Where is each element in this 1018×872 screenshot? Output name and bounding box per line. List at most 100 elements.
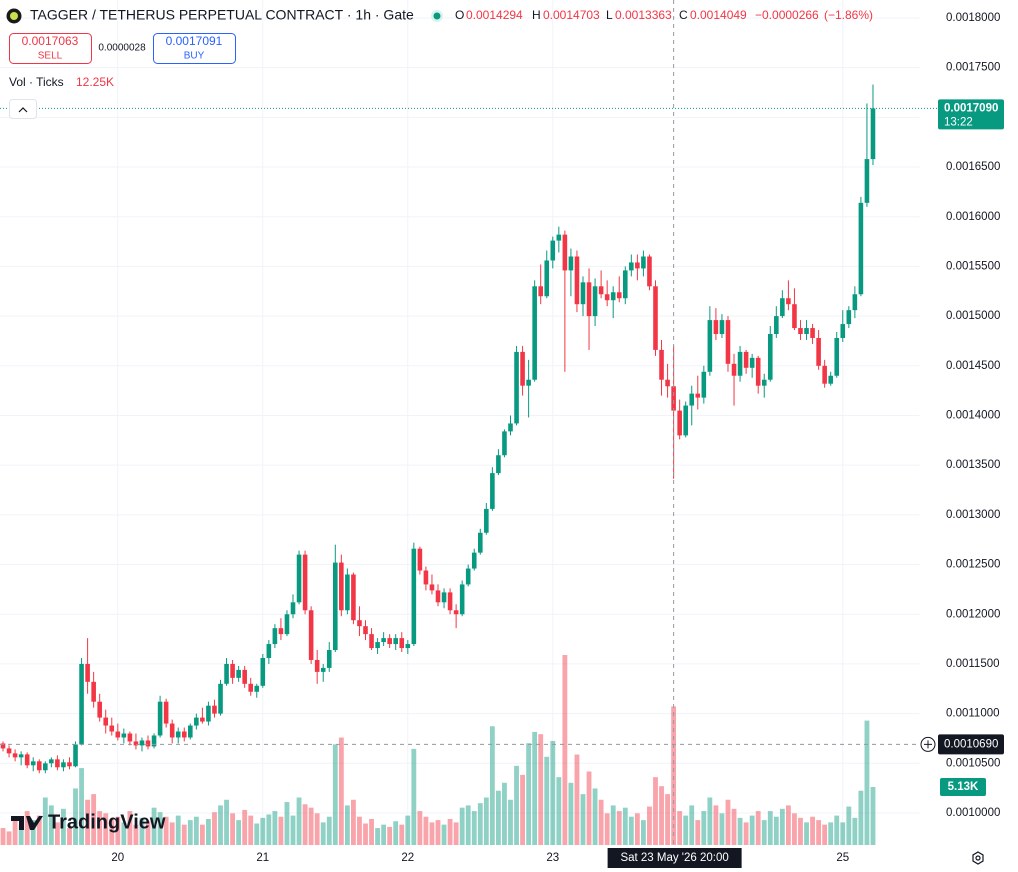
candle-body	[194, 717, 199, 726]
volume-bar	[30, 820, 36, 845]
candle-body	[629, 262, 634, 271]
candle-body	[326, 650, 332, 668]
sell-label[interactable]: SELL	[38, 51, 63, 62]
volume-bar	[556, 777, 562, 845]
volume-bar	[260, 817, 266, 845]
x-tick-label: 21	[256, 852, 269, 864]
volume-bar	[272, 811, 278, 845]
candle-body	[774, 316, 779, 335]
candle-body	[345, 574, 350, 611]
y-tick-label: 0.0015500	[946, 260, 1000, 272]
volume-bar	[73, 788, 78, 845]
candle-body	[635, 262, 640, 269]
volume-bar	[254, 823, 260, 845]
volume-bar	[816, 820, 822, 845]
volume-bar	[61, 808, 66, 845]
volume-bar	[604, 813, 610, 845]
settings-icon-center[interactable]	[975, 855, 981, 861]
settings-icon[interactable]	[972, 851, 984, 865]
volume-bar	[393, 821, 399, 845]
collapse-icon[interactable]	[18, 107, 28, 113]
volume-bar	[592, 788, 598, 845]
y-tick-label: 0.0011000	[946, 708, 1000, 720]
volume-bar	[387, 826, 393, 845]
candle-body	[477, 532, 483, 553]
candle-body	[369, 634, 374, 649]
buy-button[interactable]: 0.0017091 BUY	[153, 33, 236, 64]
candle-body	[484, 508, 489, 533]
collapse-button[interactable]	[9, 99, 37, 119]
header: TAGGER / TETHERUS PERPETUAL CONTRACT · 1…	[6, 7, 873, 24]
volume-bar	[369, 818, 374, 845]
candle-body	[743, 351, 749, 368]
volume-bar	[127, 811, 133, 845]
candle-body	[562, 234, 568, 271]
y-tick-label: 0.0013000	[946, 509, 1000, 521]
volume-bar	[109, 820, 115, 845]
buy-button-box[interactable]	[153, 33, 236, 64]
candle-body	[97, 701, 102, 718]
volume-bar	[357, 816, 362, 845]
buy-label[interactable]: BUY	[184, 51, 205, 62]
candle-body	[399, 638, 405, 649]
volume-bar	[798, 817, 803, 845]
candle-body	[333, 562, 338, 651]
volume-bar	[266, 814, 272, 845]
add-alert-icon[interactable]	[924, 740, 932, 749]
candle-body	[266, 644, 272, 658]
grid-layer: 0.0010000 0.0010500 0.0011000 0.0011500 0.00…	[0, 0, 1000, 864]
y-tick-label: 0.0014000	[946, 410, 1000, 422]
volume-bar	[659, 786, 664, 845]
candle-body	[556, 234, 562, 241]
volume-layer	[0, 655, 876, 845]
volume-bar	[151, 807, 157, 845]
volume-bar	[725, 799, 731, 845]
volume-bar	[701, 811, 707, 845]
candle-body	[647, 256, 652, 287]
ohlc-value: 0.0014049	[690, 8, 747, 22]
countdown: 13:22	[944, 116, 973, 128]
candle-body	[641, 256, 646, 269]
buy-price[interactable]: 0.0017091	[166, 34, 223, 48]
volume-bar	[477, 803, 483, 845]
candle-body	[290, 602, 296, 615]
volume-bar	[598, 799, 604, 845]
collapse-box[interactable]	[9, 99, 37, 119]
volume-bar	[447, 818, 453, 845]
volume-bar	[622, 807, 628, 845]
volume-bar	[103, 813, 109, 845]
watermark-logo	[11, 816, 43, 830]
last-price-label: 0.0017090	[944, 102, 998, 114]
candle-body	[502, 431, 507, 456]
volume-bar	[193, 816, 199, 845]
volume-bar	[695, 820, 701, 845]
candle-body	[145, 740, 151, 747]
candle-body	[254, 685, 260, 692]
candle-body	[339, 562, 344, 611]
volume-bar	[0, 828, 6, 845]
volume-bar	[574, 754, 580, 845]
candle-body	[683, 405, 688, 436]
sell-button[interactable]: 0.0017063 SELL	[9, 33, 92, 64]
candle-body	[351, 574, 356, 621]
volume-bar	[749, 815, 755, 845]
candle-body	[828, 375, 833, 384]
y-tick-label: 0.0011500	[946, 658, 1000, 670]
candle-body	[749, 357, 755, 368]
volume-label-box	[940, 777, 986, 796]
candle-body	[363, 626, 368, 635]
ohlc-label: H	[532, 8, 541, 22]
candle-body	[6, 748, 12, 754]
volume-bar	[429, 822, 435, 845]
candle-body	[320, 667, 326, 672]
candle-body	[103, 717, 109, 726]
sell-button-box[interactable]	[9, 33, 92, 64]
volume-bar	[187, 820, 193, 845]
volume-bar	[538, 734, 544, 845]
volume-bar	[653, 777, 658, 845]
y-tick-label: 0.0012500	[946, 559, 1000, 571]
sell-price[interactable]: 0.0017063	[22, 34, 79, 48]
settings-button[interactable]	[972, 851, 984, 865]
volume-bar	[761, 820, 767, 845]
